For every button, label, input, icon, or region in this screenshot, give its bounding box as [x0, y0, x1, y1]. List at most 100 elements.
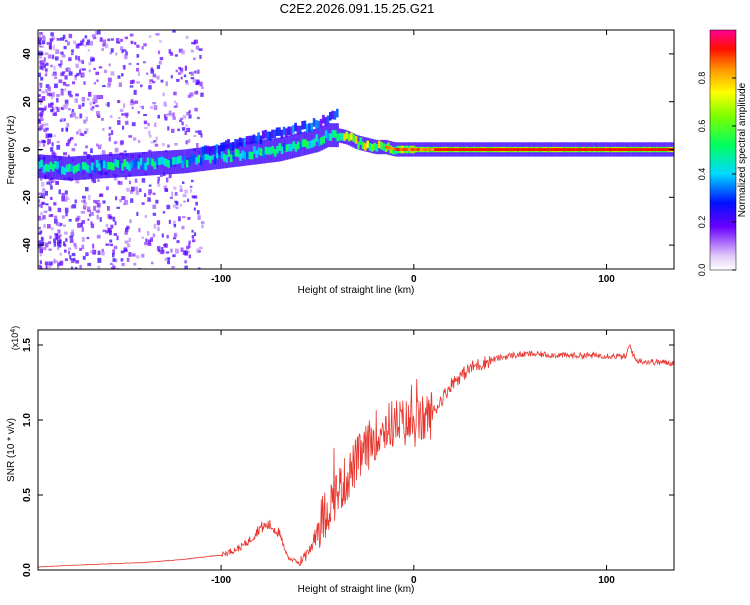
noise-cell [175, 248, 179, 254]
snr-marks [38, 343, 674, 568]
noise-cell [110, 38, 114, 41]
noise-cell [109, 239, 113, 243]
noise-cell [75, 43, 80, 49]
noise-cell [71, 49, 74, 53]
noise-cell [141, 46, 144, 50]
branch-cell [336, 108, 339, 118]
noise-cell [196, 69, 200, 74]
core-cell [445, 148, 449, 151]
noise-cell [71, 229, 74, 235]
noise-cell [64, 190, 68, 195]
noise-cell [152, 73, 157, 78]
core-cell [419, 148, 423, 151]
noise-cell [88, 69, 91, 73]
noise-cell [52, 92, 55, 97]
ridge-cell [118, 161, 122, 169]
noise-cell [129, 180, 131, 185]
ridge-cell [197, 155, 201, 163]
noise-cell [179, 188, 183, 192]
ridge-cell [341, 133, 344, 141]
noise-cell [121, 196, 126, 201]
ridge-cell [345, 131, 349, 140]
noise-cell [64, 207, 69, 213]
ridge-cell [334, 130, 337, 138]
noise-cell [148, 149, 152, 153]
noise-cell [174, 191, 178, 196]
noise-cell [146, 72, 149, 75]
ridge-cell [387, 142, 390, 151]
noise-cell [107, 77, 112, 83]
noise-cell [98, 66, 103, 69]
spectrogram-x-axis-label: Height of straight line (km) [298, 285, 415, 296]
noise-cell [178, 216, 181, 222]
noise-cell [60, 37, 65, 41]
ridge-cell [378, 140, 381, 149]
noise-cell [198, 48, 203, 51]
ridge-cell [100, 160, 103, 168]
noise-cell [74, 116, 79, 120]
noise-cell [193, 207, 196, 211]
noise-cell [62, 34, 66, 40]
noise-cell [81, 237, 85, 242]
noise-cell [193, 40, 196, 45]
core-cell [390, 147, 394, 150]
noise-cell [156, 220, 161, 225]
noise-cell [141, 253, 145, 258]
noise-cell [62, 81, 67, 86]
ridge-cell [125, 161, 129, 170]
core-cell [555, 148, 559, 151]
noise-cell [117, 75, 121, 79]
core-cell [431, 148, 435, 151]
noise-cell [54, 76, 57, 79]
noise-cell [46, 181, 50, 185]
noise-cell [53, 258, 56, 264]
noise-cell [58, 63, 62, 66]
noise-cell [169, 173, 172, 177]
ridge-cell [56, 161, 60, 170]
ridge-cell [317, 138, 321, 147]
noise-cell [193, 57, 196, 60]
noise-cell [192, 79, 196, 83]
noise-cell [60, 223, 63, 226]
branch-cell [303, 120, 307, 130]
noise-cell [173, 186, 177, 190]
figure-title: C2E2.2026.091.15.25.G21 [280, 1, 435, 16]
snr-x-axis-label: Height of straight line (km) [298, 584, 415, 595]
core-cell [665, 148, 669, 151]
noise-cell [73, 257, 76, 262]
branch-cell [250, 135, 253, 145]
noise-cell [121, 262, 125, 267]
noise-cell [99, 144, 102, 148]
snr-y-axis-label: SNR (10 * v/v) [6, 418, 17, 482]
noise-cell [72, 81, 76, 85]
noise-cell [124, 54, 128, 60]
noise-cell [56, 107, 60, 112]
noise-cell [118, 82, 122, 87]
colorbar-tick-label: 0.2 [697, 216, 707, 229]
noise-cell [160, 79, 164, 83]
noise-cell [141, 202, 145, 205]
snr-y-ticks: 0.0 0.5 1.0 1.5 [22, 338, 674, 577]
core-cell [587, 148, 591, 151]
core-cell [653, 148, 657, 151]
core-cell [503, 148, 507, 151]
noise-cell [60, 106, 65, 110]
y-tick-label: 0 [22, 146, 33, 152]
noise-cell [56, 144, 61, 150]
noise-cell [42, 188, 46, 192]
noise-cell [90, 58, 94, 62]
noise-cell [48, 103, 52, 108]
core-cell [581, 148, 585, 151]
noise-cell [89, 101, 92, 106]
noise-cell [61, 54, 66, 58]
noise-cell [189, 92, 194, 97]
noise-cell [156, 65, 161, 69]
noise-cell [96, 111, 100, 116]
noise-cell [155, 199, 159, 204]
noise-cell [150, 237, 153, 242]
ridge-cell [63, 167, 66, 175]
core-cell [471, 148, 475, 151]
branch-cell [252, 134, 256, 144]
noise-cell [117, 180, 120, 185]
noise-cell [61, 127, 64, 132]
